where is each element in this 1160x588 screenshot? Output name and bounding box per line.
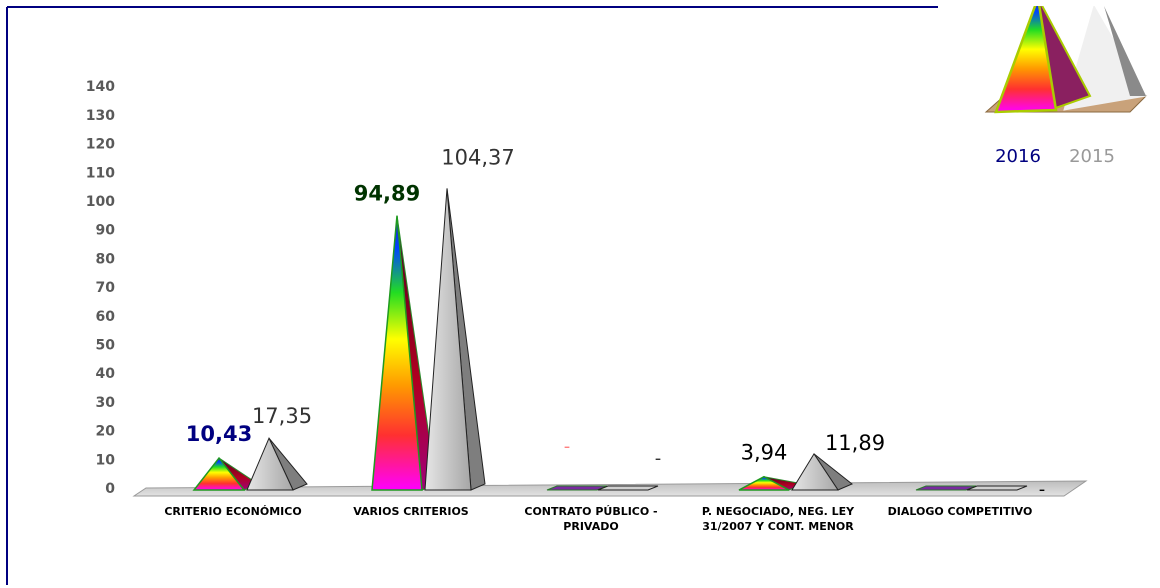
- pyramid-0-2: [546, 485, 608, 491]
- x-category-label: VARIOS CRITERIOS: [353, 505, 469, 518]
- data-label-0-3: 3,94: [741, 441, 788, 465]
- y-tick-label: 10: [96, 452, 116, 468]
- y-tick-label: 110: [86, 165, 115, 181]
- y-tick-label: 130: [86, 108, 115, 124]
- x-category-label: PRIVADO: [563, 520, 618, 533]
- legend: 2016 2015: [984, 6, 1148, 167]
- x-category-label: CRITERIO ECONÓMICO: [164, 505, 301, 518]
- y-tick-label: 40: [96, 366, 116, 382]
- chart-frame: 0 10 20 30 40 50 60 70 80 90 100 110 120 130 140 10,43 1…: [6, 6, 1156, 586]
- y-tick-label: 50: [96, 338, 116, 354]
- data-label-1-1: 104,37: [441, 145, 514, 169]
- x-category-label: DIALOGO COMPETITIVO: [888, 505, 1033, 518]
- y-tick-label: 120: [86, 137, 115, 153]
- y-tick-label: 90: [96, 223, 116, 239]
- y-tick-label: 60: [96, 309, 116, 325]
- pyramid-1-1: [424, 188, 472, 491]
- data-label-0-1: 94,89: [354, 182, 420, 206]
- pyramid-0-3: [738, 475, 790, 491]
- legend-2016-pyramid: [994, 6, 1058, 114]
- y-tick-label: 140: [86, 79, 115, 95]
- legend-2015-pyramid-side: [1104, 6, 1146, 96]
- legend-label-2015: 2015: [1069, 146, 1115, 167]
- y-tick-label: 20: [96, 424, 116, 440]
- pyramid-1-0: [246, 436, 294, 491]
- pyramid-0-1: [371, 215, 423, 491]
- data-label-0-0: 10,43: [186, 422, 252, 446]
- x-category-label: 31/2007 Y CONT. MENOR: [702, 520, 854, 533]
- pyramid-1-4: [966, 485, 1028, 491]
- data-label-1-0: 17,35: [252, 404, 312, 428]
- y-tick-label: 80: [96, 251, 116, 267]
- data-label-1-4: -: [1039, 479, 1046, 500]
- pyramid-1-2: [597, 485, 659, 491]
- x-category-label: CONTRATO PÚBLICO -: [524, 505, 657, 518]
- y-tick-label: 0: [105, 481, 115, 497]
- pyramid-1-3: [791, 452, 839, 491]
- y-tick-label: 30: [96, 395, 116, 411]
- y-tick-label: 70: [96, 280, 116, 296]
- y-tick-label: 100: [86, 194, 115, 210]
- data-label-1-2: -: [655, 448, 662, 469]
- pyramid-0-0: [192, 456, 246, 491]
- pyramid-chart: 010203040506070809010011012013014010,431…: [6, 6, 1148, 585]
- pyramid-0-4: [915, 485, 977, 491]
- data-label-1-3: 11,89: [825, 431, 885, 455]
- x-category-label: P. NEGOCIADO, NEG. LEY: [702, 505, 855, 518]
- legend-label-2016: 2016: [995, 146, 1041, 167]
- data-label-0-2: -: [564, 436, 571, 457]
